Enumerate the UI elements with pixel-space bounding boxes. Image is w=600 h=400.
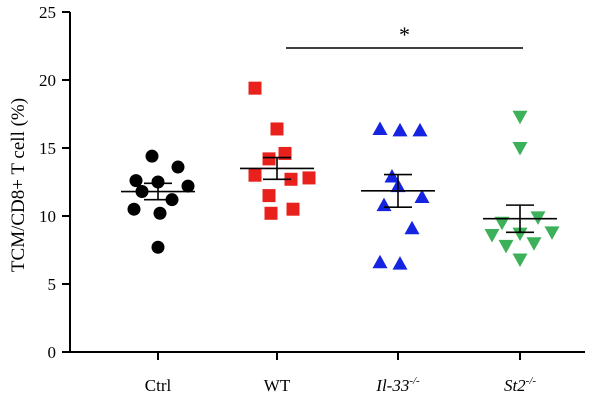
data-point-square	[262, 189, 276, 203]
data-point-triangle-up	[414, 189, 430, 203]
data-point-square	[262, 152, 276, 166]
data-point-triangle-down	[512, 253, 528, 268]
data-point-triangle-up	[404, 220, 420, 235]
data-point-triangle-down	[498, 239, 514, 254]
data-point-circle	[151, 240, 165, 254]
data-point-circle	[129, 174, 143, 188]
data-point-triangle-down	[512, 227, 528, 242]
data-point-circle	[171, 160, 185, 174]
data-point-triangle-down	[512, 142, 528, 156]
data-point-square	[264, 206, 278, 220]
data-point-triangle-down	[484, 229, 500, 243]
data-point-circle	[153, 206, 167, 220]
data-point-square	[278, 146, 292, 160]
y-tick-label: 10	[39, 207, 56, 226]
x-tick-label: St2-/-	[504, 375, 536, 395]
x-tick-label: Ctrl	[145, 376, 172, 395]
y-tick-label: 0	[48, 343, 57, 362]
y-tick-label: 25	[39, 3, 56, 22]
data-point-square	[286, 202, 300, 216]
x-tick-label: Il-33-/-	[375, 375, 420, 395]
data-point-square	[248, 168, 262, 182]
x-tick-label: WT	[264, 376, 291, 395]
y-tick-label: 5	[48, 275, 57, 294]
data-point-circle	[127, 202, 141, 216]
data-point-circle	[181, 179, 195, 193]
significance-label: *	[399, 22, 410, 47]
x-tick-label-text: Ctrl	[145, 376, 172, 395]
data-point-square	[248, 81, 262, 95]
data-point-triangle-down	[512, 110, 528, 125]
data-point-circle	[145, 149, 159, 163]
data-point-triangle-up	[384, 169, 400, 183]
y-tick-label: 15	[39, 139, 56, 158]
x-tick-label-superscript: -/-	[409, 375, 420, 387]
data-point-triangle-up	[392, 256, 408, 270]
data-point-square	[270, 122, 284, 136]
x-tick-label-text: Il-33	[375, 376, 409, 395]
data-marks: *	[121, 22, 560, 270]
y-axis-label: TCM/CD8+ T cell (%)	[8, 98, 29, 272]
data-point-square	[302, 171, 316, 185]
y-tick-label: 20	[39, 71, 56, 90]
data-point-triangle-up	[372, 121, 388, 135]
data-point-circle	[151, 175, 165, 189]
data-point-triangle-up	[372, 254, 388, 269]
x-tick-label-text: WT	[264, 376, 291, 395]
x-tick-label-text: St2	[504, 376, 526, 395]
data-point-triangle-up	[412, 122, 428, 137]
data-point-triangle-down	[526, 237, 542, 251]
data-point-triangle-up	[392, 122, 408, 137]
data-point-triangle-up	[376, 197, 392, 212]
data-point-triangle-down	[544, 226, 560, 240]
data-point-triangle-down	[494, 216, 510, 231]
x-tick-label-superscript: -/-	[526, 375, 537, 387]
